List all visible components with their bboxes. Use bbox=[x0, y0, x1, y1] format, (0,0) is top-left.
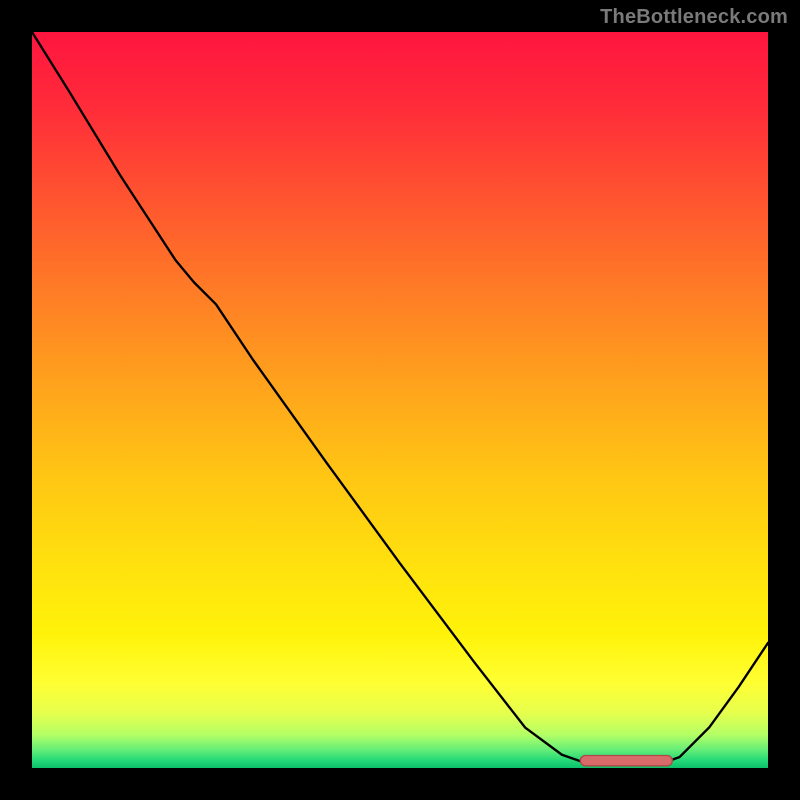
chart-svg bbox=[32, 32, 768, 768]
watermark-text: TheBottleneck.com bbox=[600, 6, 788, 29]
chart-area bbox=[32, 32, 768, 768]
gradient-background bbox=[32, 32, 768, 768]
target-marker bbox=[580, 755, 672, 765]
